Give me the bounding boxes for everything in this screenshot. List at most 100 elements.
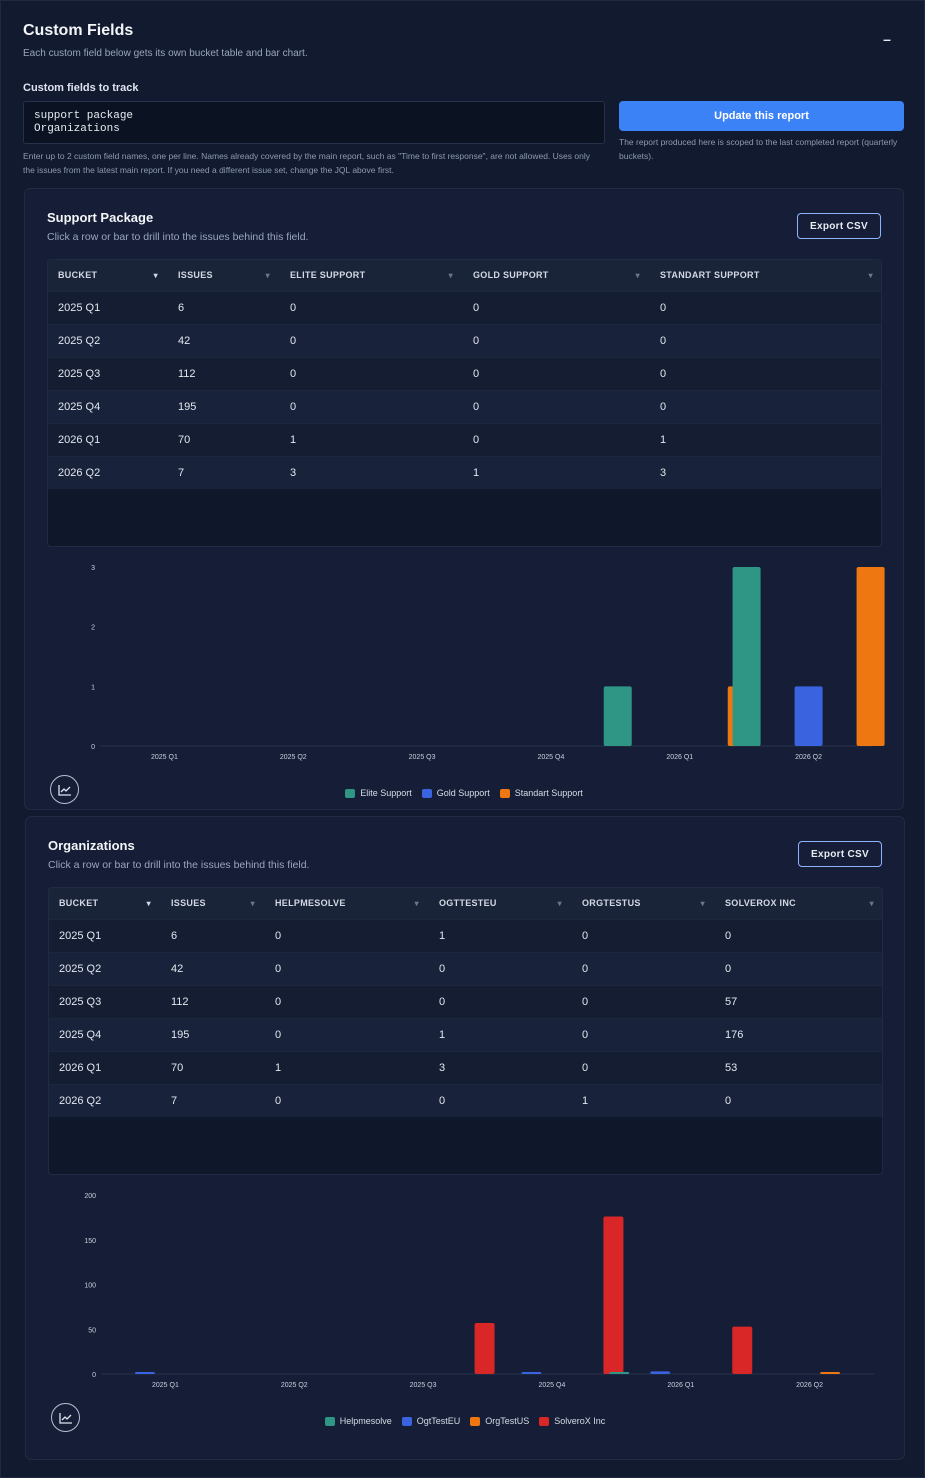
page-subtitle: Each custom field below gets its own buc… [23, 48, 308, 59]
table-row[interactable]: 2025 Q2 42 0 0 0 [48, 323, 881, 357]
table-cell: 0 [572, 1017, 715, 1051]
table-row[interactable]: 2025 Q4 195 0 0 0 [48, 389, 881, 423]
table-cell: 2025 Q1 [48, 290, 168, 324]
sort-caret-icon[interactable]: ▾ [265, 271, 270, 280]
bar-ogttesteu[interactable] [650, 1371, 671, 1374]
y-tick-label: 0 [91, 744, 95, 751]
table-cell: 1 [280, 422, 463, 456]
sort-caret-icon[interactable]: ▾ [448, 271, 453, 280]
table-cell: 2025 Q2 [49, 951, 161, 985]
bar-elite-support[interactable] [732, 567, 761, 746]
minus-icon[interactable]: – [883, 31, 891, 47]
table-cell: 2025 Q1 [49, 918, 161, 952]
table-cell: 0 [429, 1083, 572, 1117]
legend-label: OrgTestUS [485, 1416, 530, 1426]
table-cell: 0 [572, 1050, 715, 1084]
x-tick-label: 2025 Q1 [152, 1382, 179, 1389]
column-header[interactable]: GOLD SUPPORT ▾ [463, 260, 650, 291]
table-cell: 2026 Q2 [48, 455, 168, 489]
legend-item[interactable]: Standart Support [499, 788, 583, 798]
sort-caret-icon[interactable]: ▾ [557, 899, 562, 908]
table-cell: 2025 Q4 [49, 1017, 161, 1051]
column-header[interactable]: HELPMESOLVE ▾ [265, 888, 429, 919]
table-row[interactable]: 2025 Q2 42 0 0 0 0 [49, 951, 882, 985]
column-header-label: SOLVEROX INC [725, 898, 796, 909]
sort-caret-icon[interactable]: ▾ [635, 271, 640, 280]
table-row[interactable]: 2026 Q2 7 0 0 1 0 [49, 1083, 882, 1117]
line-chart-icon[interactable] [51, 1403, 80, 1432]
sort-caret-icon[interactable]: ▾ [153, 271, 158, 280]
column-header[interactable]: ISSUES ▾ [161, 888, 265, 919]
sort-caret-icon[interactable]: ▾ [868, 271, 873, 280]
bar-solverox-inc[interactable] [474, 1322, 495, 1374]
column-header[interactable]: ISSUES ▾ [168, 260, 280, 291]
sort-caret-icon[interactable]: ▾ [414, 899, 419, 908]
sort-caret-icon[interactable]: ▾ [146, 899, 151, 908]
x-tick-label: 2025 Q3 [410, 1382, 437, 1389]
table-row[interactable]: 2025 Q3 112 0 0 0 57 [49, 984, 882, 1018]
legend-item[interactable]: OrgTestUS [470, 1416, 529, 1426]
bar-gold-support[interactable] [794, 686, 823, 746]
bar-solverox-inc[interactable] [603, 1216, 624, 1374]
table-cell: 3 [650, 455, 881, 489]
legend-swatch [470, 1416, 481, 1426]
column-header[interactable]: BUCKET ▾ [48, 260, 168, 291]
legend-label: Helpmesolve [339, 1416, 392, 1426]
legend-item[interactable]: Helpmesolve [324, 1416, 392, 1426]
line-chart-icon[interactable] [50, 775, 79, 804]
bar-elite-support[interactable] [603, 686, 632, 746]
bar-ogttesteu[interactable] [521, 1372, 542, 1374]
column-header[interactable]: STANDART SUPPORT ▾ [650, 260, 881, 291]
update-report-button[interactable]: Update this report [619, 101, 904, 131]
column-header[interactable]: OGTTESTEU ▾ [429, 888, 572, 919]
table-row[interactable]: 2025 Q3 112 0 0 0 [48, 356, 881, 390]
column-header[interactable]: ELITE SUPPORT ▾ [280, 260, 463, 291]
sort-caret-icon[interactable]: ▾ [700, 899, 705, 908]
custom-fields-input[interactable] [23, 101, 605, 144]
bar-standart-support[interactable] [856, 567, 885, 746]
export-csv-button[interactable]: Export CSV [796, 213, 881, 239]
table-row[interactable]: 2026 Q1 70 1 0 1 [48, 422, 881, 456]
table-cell: 2026 Q1 [48, 422, 168, 456]
bar-chart[interactable]: 0 50 100 150 200 2025 Q1 2025 Q2 2025 Q3 2025 Q4… [26, 1185, 906, 1405]
table-cell: 0 [280, 290, 463, 324]
table-row[interactable]: 2026 Q2 7 3 1 3 [48, 455, 881, 489]
table-row[interactable]: 2025 Q4 195 0 1 0 176 [49, 1017, 882, 1051]
x-tick-label: 2026 Q2 [795, 754, 822, 761]
table-cell: 2026 Q2 [49, 1083, 161, 1117]
table-cell: 0 [429, 984, 572, 1018]
bar-helpmesolve[interactable] [609, 1372, 630, 1374]
legend-item[interactable]: Gold Support [421, 788, 490, 798]
bar-orgtestus[interactable] [820, 1372, 841, 1374]
export-csv-button[interactable]: Export CSV [797, 841, 882, 867]
bar-ogttesteu[interactable] [134, 1372, 155, 1374]
legend-item[interactable]: Elite Support [345, 788, 412, 798]
legend-item[interactable]: SolveroX Inc [539, 1416, 605, 1426]
table-cell: 0 [463, 290, 650, 324]
table-cell: 7 [168, 455, 280, 489]
bar-chart[interactable]: 0 1 2 3 2025 Q1 2025 Q2 2025 Q3 2025 Q4 2026 Q1 2… [25, 557, 905, 777]
table-cell: 42 [161, 951, 265, 985]
column-header[interactable]: BUCKET ▾ [49, 888, 161, 919]
sort-caret-icon[interactable]: ▾ [869, 899, 874, 908]
table-cell: 0 [715, 951, 882, 985]
bar-solverox-inc[interactable] [732, 1326, 753, 1374]
table-cell: 70 [168, 422, 280, 456]
table-row[interactable]: 2026 Q1 70 1 3 0 53 [49, 1050, 882, 1084]
x-tick-label: 2025 Q2 [281, 1382, 308, 1389]
table-cell: 1 [463, 455, 650, 489]
x-tick-label: 2025 Q4 [538, 1382, 565, 1389]
column-header-label: OGTTESTEU [439, 898, 497, 909]
table-cell: 0 [265, 984, 429, 1018]
table-row[interactable]: 2025 Q1 6 0 0 0 [48, 290, 881, 324]
legend-item[interactable]: OgtTestEU [401, 1416, 460, 1426]
table-cell: 2026 Q1 [49, 1050, 161, 1084]
table-row[interactable]: 2025 Q1 6 0 1 0 0 [49, 918, 882, 952]
table-cell: 0 [715, 1083, 882, 1117]
column-header-label: STANDART SUPPORT [660, 270, 760, 281]
table-cell: 0 [463, 323, 650, 357]
column-header[interactable]: SOLVEROX INC ▾ [715, 888, 882, 919]
sort-caret-icon[interactable]: ▾ [250, 899, 255, 908]
custom-fields-label: Custom fields to track [23, 82, 139, 94]
column-header[interactable]: ORGTESTUS ▾ [572, 888, 715, 919]
